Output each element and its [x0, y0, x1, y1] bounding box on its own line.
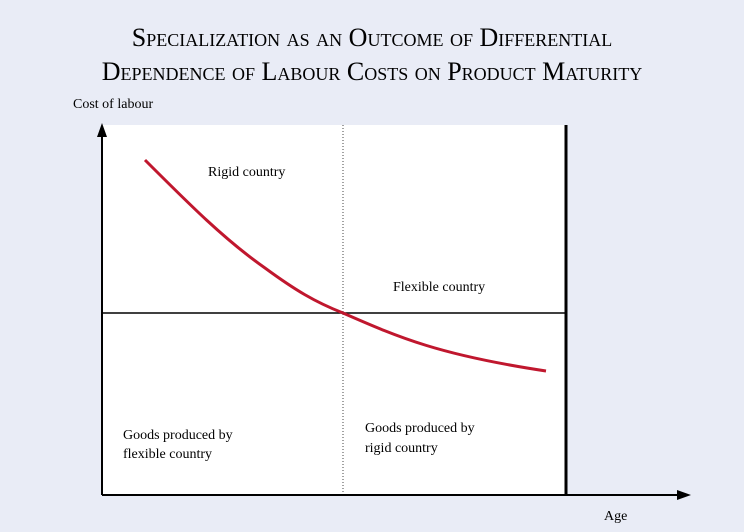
rigid-curve — [143, 158, 547, 373]
region-label: Goods produced by — [365, 421, 475, 436]
x-axis-arrow — [677, 490, 691, 500]
x-axis-label: Age — [604, 509, 627, 524]
y-axis-arrow — [97, 123, 107, 137]
region-label: rigid country — [365, 441, 438, 456]
curve-label: Flexible country — [393, 280, 485, 295]
region-label: flexible country — [123, 447, 212, 462]
title-line: Specialization as an Outcome of Differen… — [132, 23, 613, 52]
y-axis-label: Cost of labour — [73, 97, 153, 112]
title-line: Dependence of Labour Costs on Product Ma… — [102, 57, 643, 86]
region-label: Goods produced by — [123, 428, 233, 443]
curve-label: Rigid country — [208, 165, 285, 180]
